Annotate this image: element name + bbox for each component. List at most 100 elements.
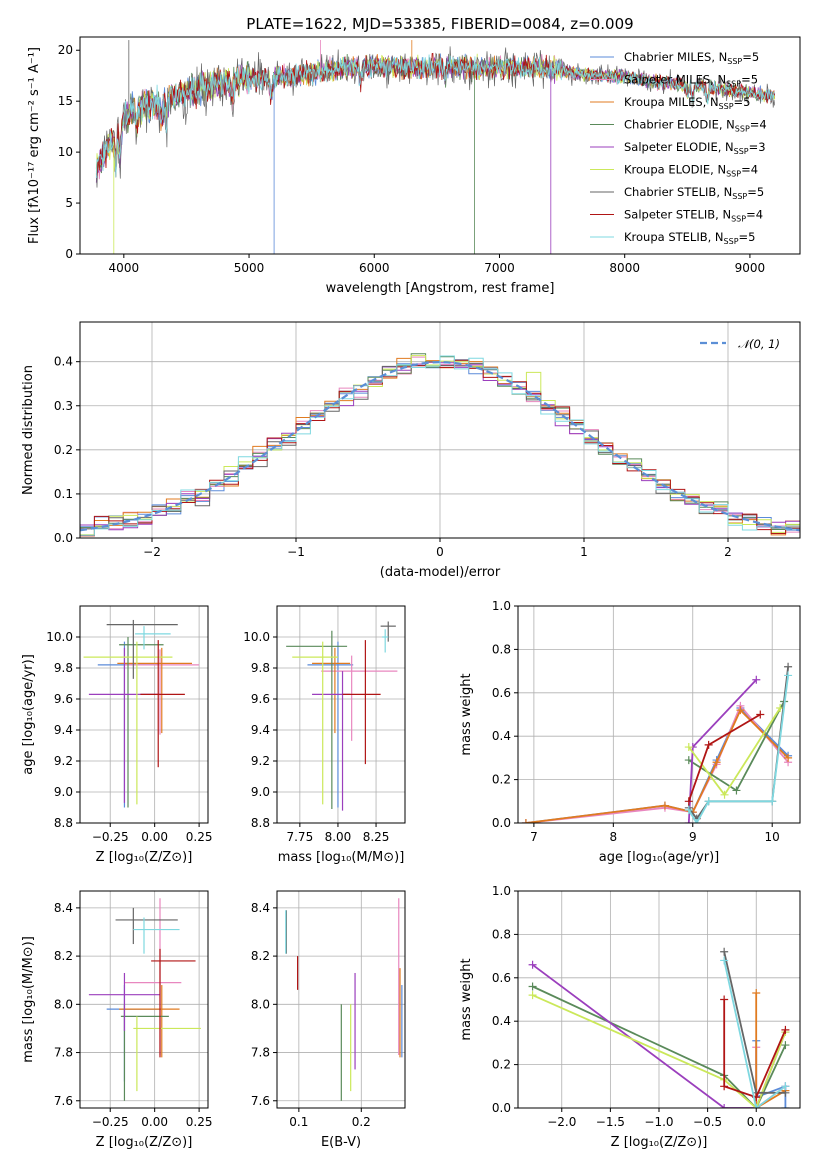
series-marker [720, 956, 729, 965]
x-tick-label: 0.2 [352, 1115, 371, 1129]
series-marker [781, 1041, 790, 1050]
series-line [723, 960, 786, 1108]
series-marker [720, 1104, 729, 1108]
axes-frame [517, 605, 801, 824]
legend-entry: Salpeter MILES, NSSP=5 [624, 73, 758, 89]
x-tick-label: 0.0 [747, 1115, 766, 1129]
y-tick-label: 8.2 [251, 949, 270, 963]
y-tick-label: 10.0 [46, 630, 73, 644]
series-marker [784, 671, 793, 680]
axes-frame [276, 605, 406, 824]
y-tick-label: 9.8 [54, 661, 73, 675]
series-marker [528, 982, 537, 991]
series-marker [712, 758, 721, 767]
y-tick-label: 8.4 [251, 901, 270, 915]
errorbar-point [321, 655, 398, 741]
y-tick-label: 1.0 [492, 884, 511, 898]
x-tick-label: −0.25 [92, 830, 129, 844]
y-tick-label: 7.8 [251, 1046, 270, 1060]
y-tick-label: 0.2 [54, 443, 73, 457]
x-tick-label: 8000 [609, 261, 640, 275]
errorbar-point [117, 647, 192, 734]
x-tick-label: 5000 [234, 261, 265, 275]
y-tick-label: 0.4 [54, 355, 73, 369]
y-axis-label: mass weight [459, 958, 474, 1040]
x-axis-label: wavelength [Angstrom, rest frame] [326, 281, 555, 296]
errorbar-point [312, 647, 351, 734]
y-tick-label: 0.1 [54, 487, 73, 501]
series-line [755, 993, 786, 1108]
errorbar-point [133, 1016, 201, 1092]
panel-mass-vs-Z: −0.25 0.00 0.25 7.6 7.8 8.0 8.2 8.4 Z [log₁₀(Z/Z… [21, 890, 212, 1150]
legend-entry: Salpeter STELIB, NSSP=4 [624, 208, 763, 224]
series-marker [704, 740, 713, 749]
y-axis-label: mass weight [459, 673, 474, 755]
series-marker [752, 988, 761, 997]
x-tick-label: 9 [689, 830, 697, 844]
panel-spectrum: 4000 5000 6000 7000 8000 9000 0 5 10 15 20 waveleng… [27, 15, 801, 296]
series-line [687, 713, 761, 802]
x-tick-label: −2.0 [547, 1115, 576, 1129]
y-tick-label: 0.2 [492, 773, 511, 787]
y-tick-label: 10 [58, 145, 73, 159]
plot-area [286, 621, 398, 811]
errorbar-point [88, 647, 160, 803]
panel-mass-weight-vs-Z: −2.0 −1.5 −1.0 −0.5 0.0 0.0 0.2 0.4 0.6 0.8 1.0 Z [… [459, 884, 801, 1150]
errorbar-point [88, 972, 160, 1031]
series-marker [684, 819, 693, 823]
x-tick-label: 7.75 [286, 830, 313, 844]
y-tick-label: 9.0 [54, 785, 73, 799]
gaussian-curve [80, 360, 800, 532]
errorbar-point [135, 626, 171, 650]
x-tick-label: 2 [724, 545, 732, 559]
y-tick-label: 0.8 [492, 927, 511, 941]
chart-title: PLATE=1622, MJD=53385, FIBERID=0084, z=0… [246, 15, 633, 33]
errorbar-point [151, 948, 196, 1058]
y-tick-label: 9.8 [251, 661, 270, 675]
axes-frame [79, 605, 209, 824]
series-marker [704, 797, 713, 806]
series-line [723, 999, 787, 1099]
x-tick-label: 7000 [484, 261, 515, 275]
panel-mass-vs-EBV: 0.1 0.2 7.6 7.8 8.0 8.2 8.4 E(B-V) [251, 890, 406, 1150]
legend-entry: Kroupa STELIB, NSSP=5 [624, 230, 755, 246]
series-marker [684, 743, 693, 752]
plot-area [528, 947, 790, 1108]
legend-entry: Chabrier STELIB, NSSP=5 [624, 185, 764, 201]
axes-frame [276, 890, 406, 1109]
series-marker [784, 753, 793, 762]
legend-entry: Kroupa MILES, NSSP=5 [624, 95, 750, 111]
series-marker [528, 960, 537, 969]
y-tick-label: 0.6 [492, 686, 511, 700]
legend-entry: Chabrier MILES, NSSP=5 [624, 50, 759, 66]
y-tick-label: 9.2 [54, 754, 73, 768]
errorbar-point [115, 907, 178, 945]
series-marker [732, 786, 741, 795]
y-tick-label: 8.0 [251, 997, 270, 1011]
x-tick-label: 8.25 [363, 830, 390, 844]
series-marker [752, 1104, 761, 1108]
y-tick-label: 9.4 [251, 723, 270, 737]
y-tick-label: 10.0 [243, 630, 270, 644]
x-axis-label: Z [log₁₀(Z/Z⊙)] [96, 850, 193, 865]
errorbar-point [286, 630, 348, 810]
series-marker [720, 995, 729, 1004]
series-line [723, 951, 786, 1094]
x-axis-label: E(B-V) [321, 1135, 361, 1150]
y-tick-label: 0.8 [492, 642, 511, 656]
series-marker [736, 706, 745, 715]
series-line [525, 708, 789, 823]
series-marker [720, 790, 729, 799]
y-tick-label: 9.6 [54, 692, 73, 706]
x-tick-label: 0.25 [186, 830, 213, 844]
y-tick-label: 0.4 [492, 729, 511, 743]
axes-frame [79, 36, 801, 255]
x-tick-label: 0 [436, 545, 444, 559]
panel-mass-weight-vs-age: 7 8 9 10 0.0 0.2 0.4 0.6 0.8 1.0 age [log₁₀(age/yr… [459, 599, 801, 865]
x-tick-label: 0.1 [289, 1115, 308, 1129]
y-axis-label: Normed distribution [21, 365, 36, 495]
series-marker [720, 1082, 729, 1091]
y-tick-label: 9.2 [251, 754, 270, 768]
x-axis-label: Z [log₁₀(Z/Z⊙)] [611, 1135, 708, 1150]
y-tick-label: 15 [58, 94, 73, 108]
